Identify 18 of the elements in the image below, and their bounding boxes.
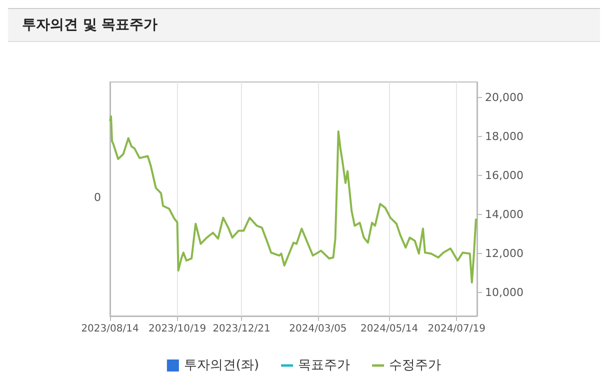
y2-tick-label: 16,000	[485, 169, 524, 182]
legend-label: 수정주가	[389, 358, 442, 373]
legend-label: 투자의견(좌)	[184, 358, 260, 373]
y2-tick-label: 10,000	[485, 286, 524, 300]
x-tick-label: 2024/05/14	[360, 324, 418, 334]
x-tick-label: 2023/10/19	[148, 324, 206, 334]
x-tick-label: 2024/03/05	[289, 324, 347, 334]
y2-tick-label: 14,000	[485, 208, 524, 222]
y2-tick-label: 18,000	[485, 130, 524, 144]
text: 0	[94, 191, 101, 204]
y2-tick-label: 12,000	[485, 247, 524, 260]
x-tick-label: 2023/08/14	[81, 324, 139, 334]
legend-label: 목표주가	[298, 358, 350, 373]
line-series	[109, 115, 477, 284]
x-tick-label: 2023/12/21	[212, 324, 270, 334]
chart-title: 투자의견 및 목표주가	[8, 8, 600, 42]
x-tick-label: 2024/07/19	[428, 324, 486, 334]
y2-tick-label: 20,000	[485, 91, 524, 104]
